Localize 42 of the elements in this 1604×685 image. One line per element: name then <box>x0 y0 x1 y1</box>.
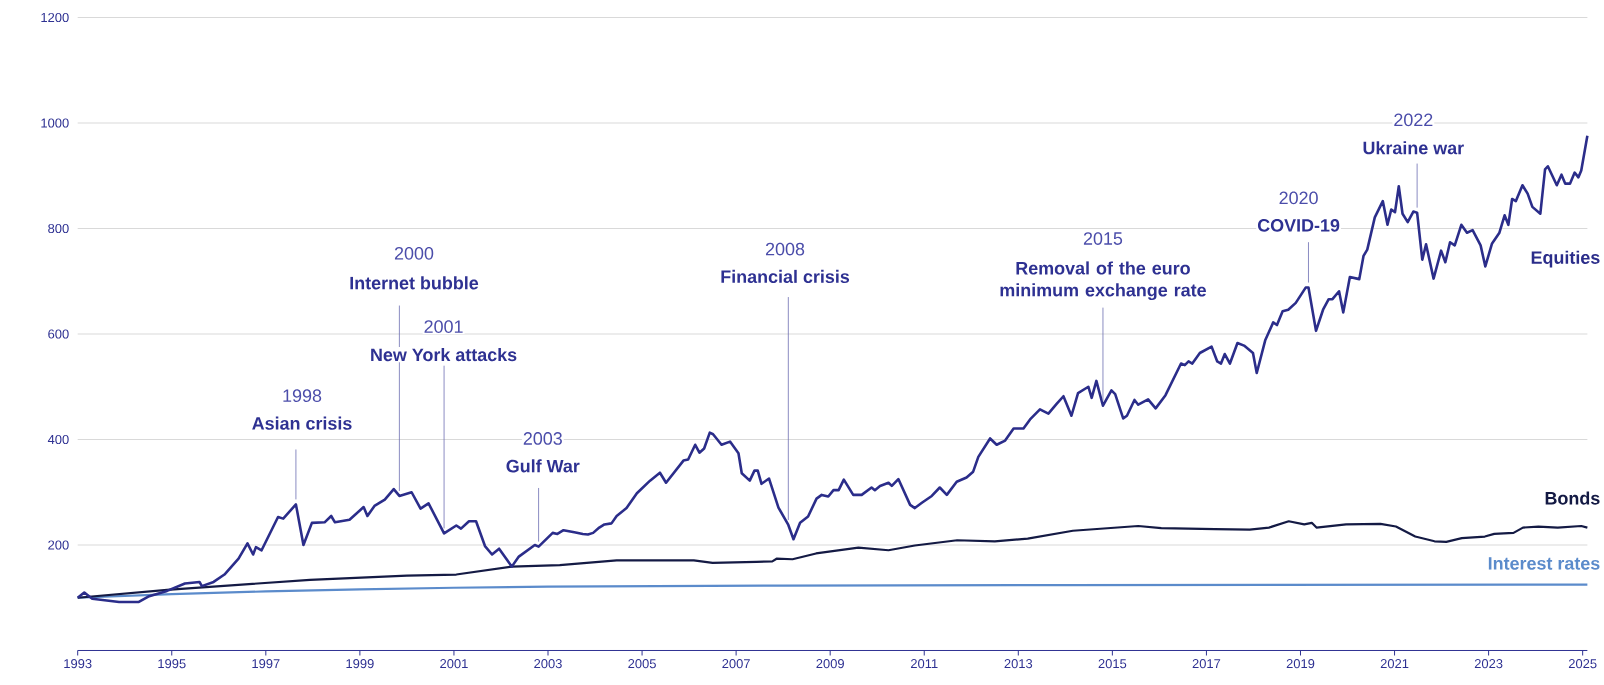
annotation: Financial crisis <box>721 269 850 284</box>
x-tick-label: 2003 <box>534 659 562 669</box>
x-tick-label: 2007 <box>722 659 750 669</box>
annotation: 2015 <box>1083 232 1123 245</box>
annotation: Removal of the euro minimum exchange rate <box>1000 261 1206 301</box>
y-tick-label: 800 <box>48 223 69 234</box>
annotation: 2008 <box>765 242 805 256</box>
x-tick-label: 2005 <box>628 659 656 669</box>
x-tick-label: 2009 <box>816 659 844 669</box>
annotation: 2000 <box>394 246 434 260</box>
annotation: Ukraine war <box>1363 141 1464 155</box>
x-tick-label: 2025 <box>1568 659 1597 669</box>
y-tick-label: 1200 <box>41 12 69 23</box>
annotation: 2022 <box>1394 113 1433 127</box>
y-tick-label: 200 <box>48 540 69 550</box>
annotation: Gulf War <box>506 459 580 473</box>
annotation: 2001 <box>424 320 463 333</box>
series-label: Equities <box>1531 250 1600 268</box>
x-tick-label: 2013 <box>1004 659 1033 669</box>
y-tick-label: 400 <box>47 434 69 445</box>
annotation: 1998 <box>283 389 322 403</box>
annotation: New York attacks <box>371 348 517 362</box>
annotation: 2020 <box>1279 191 1318 205</box>
series-label: Bonds <box>1545 491 1600 505</box>
x-tick-label: 2017 <box>1192 659 1221 669</box>
x-tick-label: 2019 <box>1286 659 1315 669</box>
x-tick-label: 1995 <box>158 659 186 669</box>
x-tick-label: 2015 <box>1098 659 1127 669</box>
x-tick-label: 1993 <box>64 659 92 669</box>
y-tick-label: 600 <box>48 329 69 339</box>
x-tick-label: 2001 <box>440 659 468 669</box>
x-tick-label: 1999 <box>346 659 374 669</box>
x-tick-label: 2021 <box>1380 659 1409 669</box>
x-tick-label: 2023 <box>1474 659 1503 669</box>
annotation: COVID-19 <box>1257 219 1340 232</box>
annotation: Asian crisis <box>252 416 352 430</box>
y-tick-label: 1000 <box>41 118 69 128</box>
x-tick-label: 2011 <box>910 659 938 669</box>
annotation: 2003 <box>523 432 562 445</box>
annotation: Internet bubble <box>350 276 479 290</box>
series-label: Interest rates <box>1488 557 1600 570</box>
x-tick-label: 1997 <box>252 659 280 669</box>
